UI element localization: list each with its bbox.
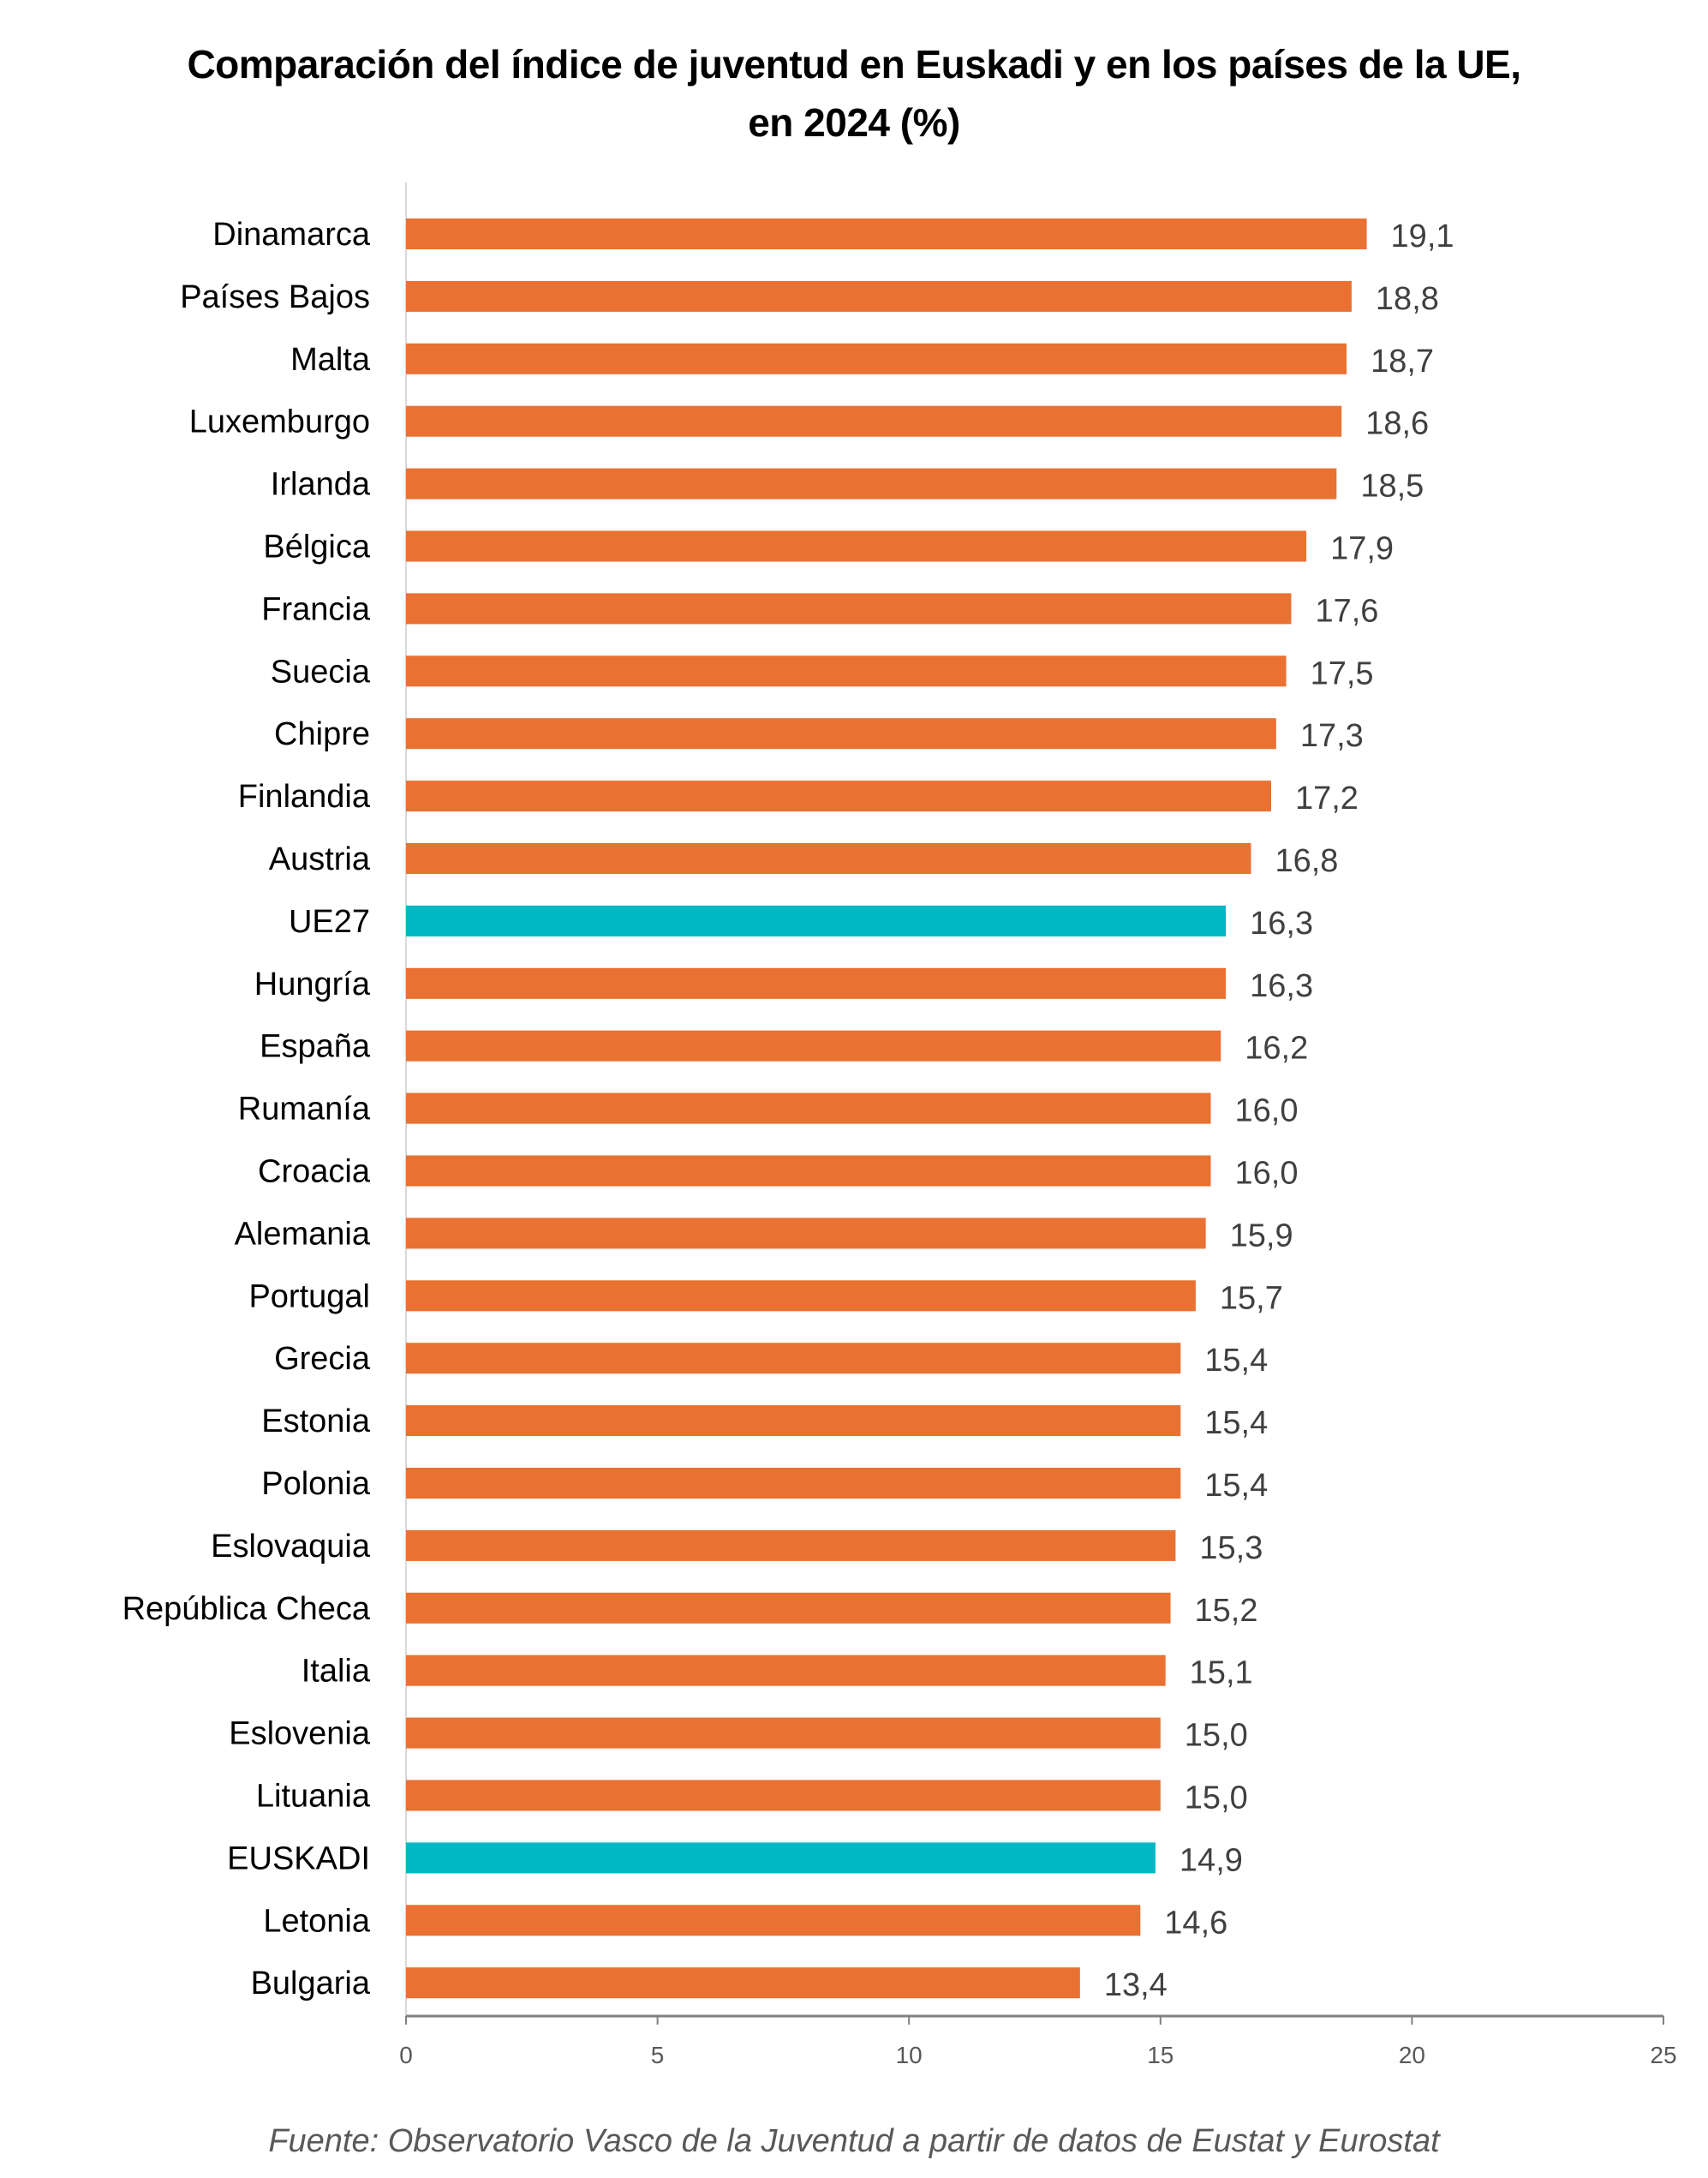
data-label: 15,9 (1230, 1218, 1293, 1254)
bar-ue27 (406, 905, 1227, 936)
x-tick-label: 15 (1147, 2042, 1174, 2068)
data-label: 16,0 (1235, 1093, 1299, 1129)
data-label: 15,3 (1199, 1530, 1263, 1566)
bar-lituania (406, 1780, 1161, 1811)
category-label: Croacia (258, 1154, 371, 1190)
data-label: 17,5 (1311, 655, 1374, 691)
data-label: 17,9 (1330, 531, 1394, 567)
bar-estonia (406, 1405, 1181, 1437)
category-label: Lituania (256, 1779, 371, 1815)
bar-chipre (406, 718, 1276, 750)
category-label: Malta (290, 342, 371, 378)
bar-luxemburgo (406, 405, 1342, 437)
data-label: 15,4 (1204, 1405, 1268, 1441)
category-label: Hungría (254, 966, 371, 1002)
data-label: 14,9 (1179, 1842, 1243, 1878)
bar-chart: Dinamarca 19,1 Países Bajos 18,8 Malta 18,7 Lu… (122, 182, 1677, 2068)
category-label: España (260, 1029, 371, 1065)
data-label: 15,0 (1185, 1780, 1248, 1816)
source-note: Fuente: Observatorio Vasco de la Juventu… (268, 2123, 1440, 2159)
category-label: Suecia (271, 654, 371, 690)
chart-title-line-2: en 2024 (%) (748, 100, 960, 145)
category-label: Polonia (261, 1466, 371, 1502)
bar-eslovaquia (406, 1529, 1176, 1561)
data-label: 18,5 (1360, 469, 1424, 505)
bar-dinamarca (406, 218, 1367, 249)
data-label: 16,3 (1250, 906, 1313, 942)
bar-eslovenia (406, 1717, 1161, 1749)
category-label: Eslovaquia (211, 1529, 371, 1565)
bar-alemania (406, 1218, 1206, 1249)
bar-italia (406, 1654, 1166, 1686)
category-label: Eslovenia (229, 1716, 371, 1752)
category-label: Irlanda (271, 467, 371, 503)
bar-francia (406, 593, 1292, 625)
data-label: 18,6 (1365, 406, 1429, 442)
bar-austria (406, 843, 1251, 874)
data-label: 15,2 (1195, 1593, 1258, 1629)
category-label: Rumanía (238, 1092, 371, 1128)
bar-euskadi (406, 1842, 1156, 1874)
category-label: Países Bajos (180, 279, 370, 315)
data-label: 18,7 (1371, 344, 1434, 380)
data-label: 17,2 (1295, 781, 1359, 817)
bar-suecia (406, 655, 1287, 687)
bar-finlandia (406, 781, 1271, 812)
category-label: Grecia (274, 1341, 371, 1377)
category-label: Bulgaria (251, 1966, 371, 2001)
data-label: 15,0 (1185, 1718, 1248, 1754)
bar-países-bajos (406, 280, 1352, 312)
data-label: 16,2 (1245, 1031, 1308, 1067)
bar-hungría (406, 967, 1227, 999)
data-label: 13,4 (1104, 1967, 1168, 2003)
category-label: Estonia (261, 1403, 371, 1439)
category-label: Luxemburgo (189, 404, 370, 440)
data-label: 15,7 (1220, 1280, 1283, 1316)
category-label: Letonia (263, 1903, 371, 1939)
data-label: 15,1 (1190, 1655, 1253, 1691)
bar-grecia (406, 1343, 1181, 1374)
category-label: Alemania (235, 1216, 371, 1252)
category-label: Portugal (248, 1278, 370, 1314)
category-label: EUSKADI (227, 1840, 370, 1876)
data-label: 18,8 (1376, 281, 1439, 317)
data-label: 17,3 (1300, 718, 1364, 754)
bar-polonia (406, 1468, 1181, 1499)
category-label: Bélgica (263, 530, 370, 565)
category-label: Francia (261, 591, 371, 627)
x-tick-label: 5 (651, 2042, 665, 2068)
bar-república-checa (406, 1592, 1171, 1624)
bar-bulgaria (406, 1967, 1080, 1999)
bar-rumanía (406, 1092, 1211, 1124)
category-label: República Checa (122, 1591, 371, 1627)
category-label: Italia (302, 1654, 371, 1690)
bar-portugal (406, 1280, 1196, 1312)
category-label: Finlandia (238, 779, 371, 815)
category-label: Austria (269, 841, 371, 877)
data-label: 15,4 (1204, 1343, 1268, 1379)
bar-letonia (406, 1905, 1141, 1936)
data-label: 17,6 (1315, 593, 1378, 629)
category-label: Dinamarca (212, 217, 371, 253)
data-label: 19,1 (1391, 218, 1454, 254)
bar-croacia (406, 1155, 1211, 1187)
data-label: 14,6 (1164, 1905, 1227, 1941)
category-label: Chipre (274, 716, 370, 752)
bar-bélgica (406, 530, 1307, 562)
x-tick-label: 10 (896, 2042, 923, 2068)
x-tick-label: 0 (399, 2042, 413, 2068)
x-tick-label: 20 (1399, 2042, 1425, 2068)
data-label: 16,0 (1235, 1156, 1299, 1192)
bar-irlanda (406, 468, 1337, 500)
bar-españa (406, 1030, 1221, 1062)
chart-title-line-1: Comparación del índice de juventud en Eu… (187, 42, 1521, 87)
bar-malta (406, 343, 1347, 374)
x-tick-label: 25 (1650, 2042, 1676, 2068)
category-label: UE27 (289, 904, 370, 940)
data-label: 15,4 (1204, 1468, 1268, 1504)
data-label: 16,3 (1250, 968, 1313, 1004)
data-label: 16,8 (1275, 843, 1338, 879)
